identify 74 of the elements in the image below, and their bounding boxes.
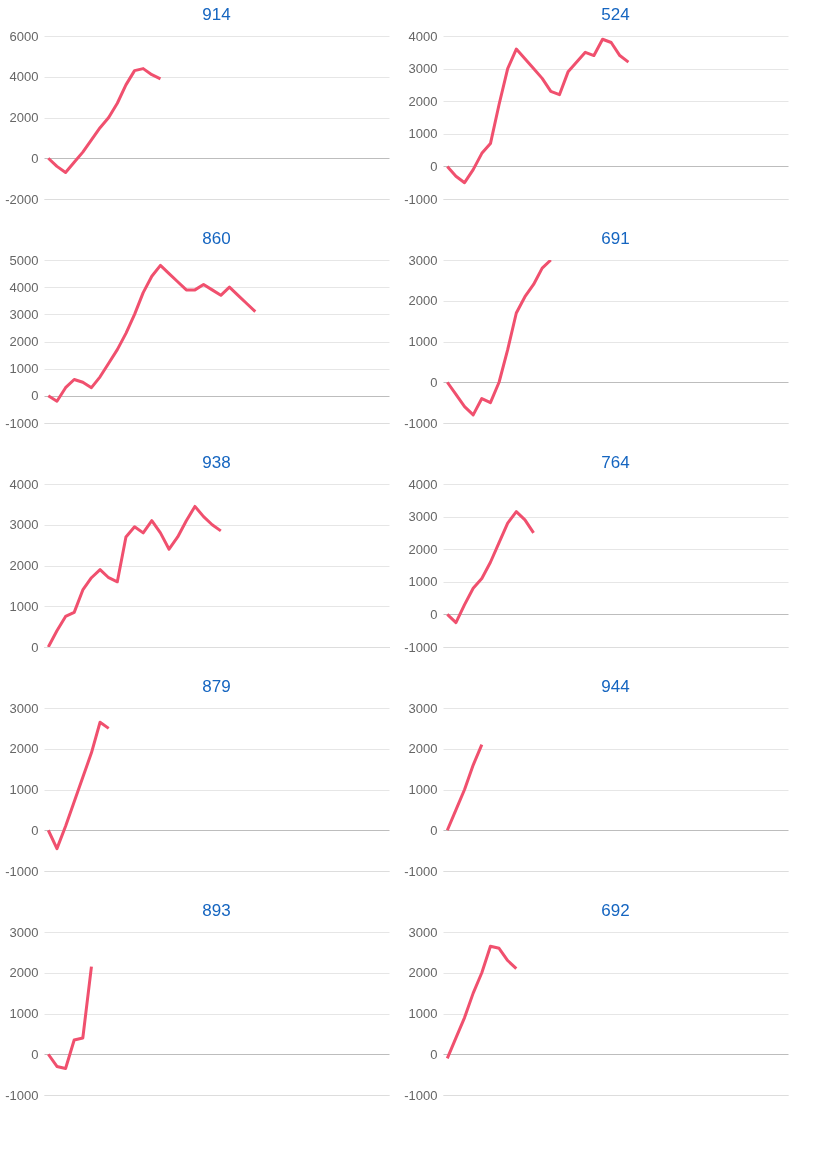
y-tick-label: 6000 bbox=[9, 28, 39, 44]
y-tick-label: 4000 bbox=[408, 28, 438, 44]
y-tick-label: 1000 bbox=[408, 574, 438, 590]
chart-title: 893 bbox=[202, 901, 231, 920]
line-series bbox=[46, 263, 257, 403]
y-tick-label: 1000 bbox=[408, 782, 438, 797]
y-tick-label: 0 bbox=[31, 388, 39, 404]
chart-title: 691 bbox=[601, 229, 630, 248]
chart-title: 879 bbox=[202, 677, 231, 696]
y-tick-label: 3000 bbox=[408, 252, 438, 268]
y-tick-label: 2000 bbox=[408, 293, 438, 309]
y-tick-label: 0 bbox=[31, 639, 39, 655]
y-tick-label: 0 bbox=[31, 150, 39, 166]
y-tick-label: 0 bbox=[430, 374, 438, 390]
y-tick-label: 2000 bbox=[9, 558, 39, 573]
y-tick-label: 2000 bbox=[9, 334, 39, 349]
chart-title: 764 bbox=[601, 453, 630, 472]
line-series bbox=[445, 510, 536, 625]
y-tick-label: -1000 bbox=[5, 1087, 39, 1103]
line-series bbox=[46, 504, 223, 647]
y-tick-label: 3000 bbox=[9, 700, 39, 716]
chart-title: 860 bbox=[202, 229, 231, 248]
y-tick-label: 3000 bbox=[408, 700, 438, 716]
chart-title: 692 bbox=[601, 901, 630, 920]
y-tick-label: 5000 bbox=[9, 252, 39, 268]
y-tick-label: 0 bbox=[430, 822, 438, 838]
y-tick-label: 4000 bbox=[9, 279, 39, 295]
y-tick-label: 1000 bbox=[9, 598, 39, 614]
y-tick-label: 0 bbox=[430, 158, 438, 174]
chart-title: 944 bbox=[601, 677, 630, 696]
y-tick-label: 1000 bbox=[9, 782, 39, 797]
line-series bbox=[46, 720, 111, 851]
y-tick-label: 3000 bbox=[9, 517, 39, 533]
y-tick-label: 1000 bbox=[408, 334, 438, 349]
y-tick-label: 2000 bbox=[9, 965, 39, 981]
y-tick-label: 0 bbox=[31, 1046, 39, 1062]
y-tick-label: 4000 bbox=[408, 476, 438, 492]
y-tick-label: 3000 bbox=[408, 61, 438, 77]
y-tick-label: -1000 bbox=[404, 639, 438, 655]
y-tick-label: -2000 bbox=[5, 191, 39, 207]
line-series bbox=[445, 260, 553, 417]
y-tick-label: 0 bbox=[430, 1046, 438, 1062]
chart-title: 524 bbox=[601, 5, 630, 24]
line-series bbox=[445, 743, 484, 832]
y-tick-label: 2000 bbox=[408, 965, 438, 981]
y-tick-label: -1000 bbox=[404, 415, 438, 431]
y-tick-label: 3000 bbox=[408, 509, 438, 525]
y-tick-label: 1000 bbox=[9, 361, 39, 377]
line-series bbox=[46, 67, 162, 175]
chart-title: 914 bbox=[202, 5, 231, 24]
y-tick-label: -1000 bbox=[5, 415, 39, 431]
y-tick-label: 2000 bbox=[408, 93, 438, 109]
y-tick-label: -1000 bbox=[5, 863, 39, 879]
y-tick-label: 2000 bbox=[408, 741, 438, 757]
y-tick-label: -1000 bbox=[404, 863, 438, 879]
y-tick-label: 4000 bbox=[9, 476, 39, 492]
line-series bbox=[445, 37, 630, 185]
y-tick-label: 2000 bbox=[9, 741, 39, 757]
y-tick-label: 4000 bbox=[9, 69, 39, 85]
y-tick-label: 1000 bbox=[9, 1006, 39, 1021]
y-tick-label: 3000 bbox=[408, 924, 438, 940]
line-series bbox=[46, 965, 93, 1071]
y-tick-label: 2000 bbox=[408, 541, 438, 557]
y-tick-label: -1000 bbox=[404, 1087, 438, 1103]
chart-title: 938 bbox=[202, 453, 231, 472]
y-tick-label: 1000 bbox=[408, 126, 438, 142]
y-tick-label: 2000 bbox=[9, 110, 39, 125]
y-tick-label: 0 bbox=[430, 606, 438, 622]
y-tick-label: 0 bbox=[31, 822, 39, 838]
y-tick-label: 3000 bbox=[9, 924, 39, 940]
y-tick-label: 1000 bbox=[408, 1006, 438, 1021]
y-tick-label: -1000 bbox=[404, 191, 438, 207]
line-series bbox=[445, 944, 518, 1060]
y-tick-label: 3000 bbox=[9, 306, 39, 322]
